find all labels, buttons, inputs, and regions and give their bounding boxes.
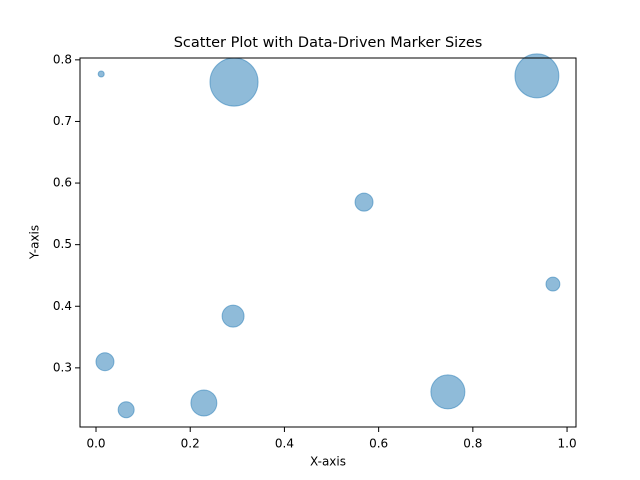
scatter-point — [97, 70, 105, 78]
y-tick-label: 0.4 — [53, 299, 72, 313]
scatter-point — [117, 401, 135, 419]
y-tick-label: 0.7 — [53, 114, 72, 128]
plot-frame — [79, 57, 577, 428]
y-tick-label: 0.3 — [53, 360, 72, 374]
scatter-point — [545, 276, 561, 292]
x-axis-label: X-axis — [310, 455, 346, 469]
x-tick-label: 0.2 — [181, 437, 200, 451]
scatter-point — [209, 57, 259, 107]
scatter-point — [221, 304, 245, 328]
y-tick-label: 0.5 — [53, 237, 72, 251]
scatter-point — [430, 374, 466, 410]
scatter-point — [354, 192, 374, 212]
x-tick-label: 0.0 — [86, 437, 105, 451]
scatter-point — [95, 352, 115, 372]
x-tick-label: 0.6 — [369, 437, 388, 451]
y-tick-label: 0.6 — [53, 176, 72, 190]
x-tick-label: 0.8 — [463, 437, 482, 451]
y-tick-label: 0.8 — [53, 52, 72, 66]
x-tick-label: 0.4 — [275, 437, 294, 451]
scatter-point — [190, 389, 218, 417]
scatter-point — [514, 53, 560, 99]
y-axis-label: Y-axis — [28, 225, 42, 260]
chart-title: Scatter Plot with Data-Driven Marker Siz… — [174, 35, 483, 51]
x-tick-label: 1.0 — [558, 437, 577, 451]
